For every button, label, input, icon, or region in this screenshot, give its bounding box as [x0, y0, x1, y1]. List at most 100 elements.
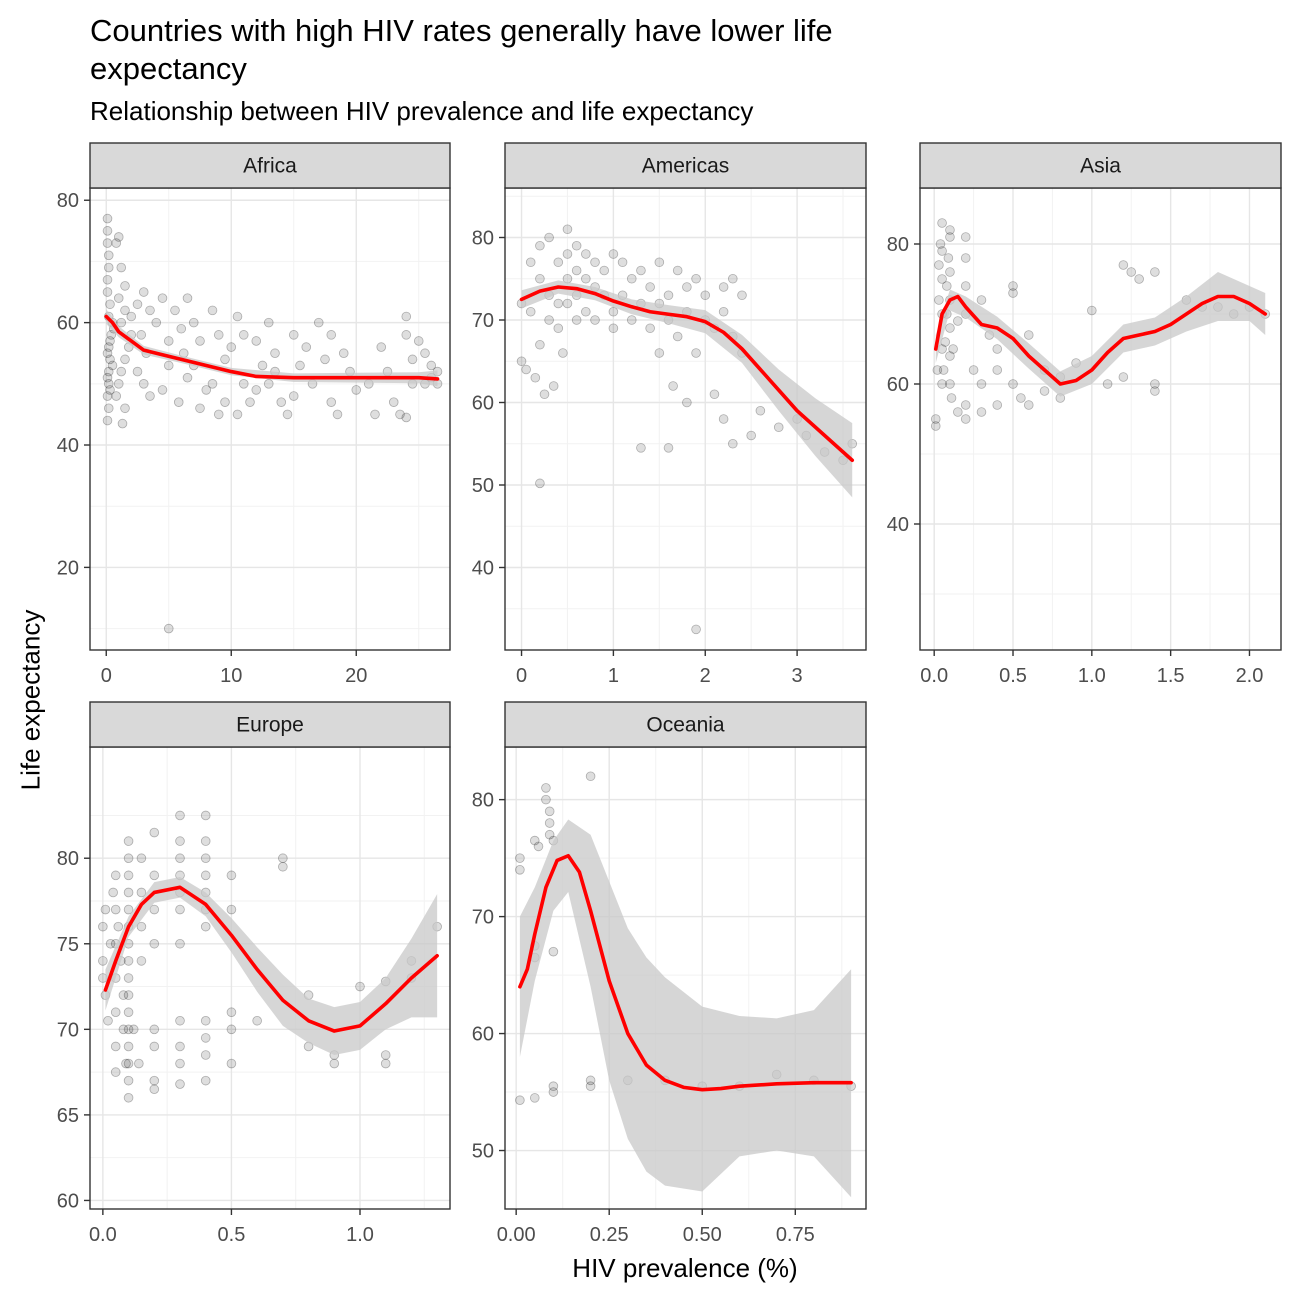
- data-point: [326, 330, 337, 340]
- data-point: [207, 305, 218, 316]
- data-point: [968, 365, 979, 375]
- data-point: [654, 257, 665, 268]
- data-point: [548, 381, 559, 391]
- data-point: [157, 293, 168, 303]
- data-point: [128, 1024, 139, 1035]
- data-point: [1150, 267, 1160, 277]
- data-point: [544, 315, 554, 325]
- smooth-trend-line: [104, 314, 440, 381]
- data-point: [728, 273, 738, 284]
- data-point: [535, 478, 545, 489]
- data-point: [562, 298, 573, 309]
- data-point: [102, 238, 113, 248]
- data-point: [238, 379, 249, 389]
- data-point: [182, 372, 193, 383]
- data-point: [401, 330, 412, 340]
- data-point: [401, 311, 412, 322]
- data-point: [113, 921, 124, 932]
- x-tick-label: 2: [700, 665, 711, 687]
- data-point: [548, 946, 559, 957]
- data-point: [149, 827, 160, 838]
- data-point: [175, 1015, 185, 1026]
- x-tick-label: 2.0: [1236, 665, 1264, 687]
- data-point: [123, 1007, 134, 1018]
- data-point: [105, 336, 115, 346]
- data-point: [953, 316, 963, 326]
- smooth-trend-line: [518, 853, 853, 1092]
- data-point: [116, 262, 127, 273]
- data-point: [175, 1079, 185, 1089]
- data-point: [226, 1058, 237, 1069]
- data-point: [1118, 260, 1129, 270]
- confidence-ribbon: [521, 280, 853, 498]
- data-point: [407, 354, 418, 365]
- data-point: [175, 1041, 185, 1052]
- data-point: [149, 904, 160, 915]
- data-point: [170, 305, 180, 316]
- data-point: [553, 323, 564, 334]
- data-point: [257, 360, 268, 371]
- data-point: [200, 1033, 211, 1043]
- data-point: [263, 379, 274, 389]
- data-point: [188, 317, 199, 328]
- data-point: [599, 265, 610, 276]
- data-point: [126, 311, 137, 322]
- data-point: [935, 239, 946, 249]
- data-point: [1126, 267, 1137, 277]
- facet-panel-oceania: Oceania 0.00 0.25 0.50 0.75 50 60 70 80: [472, 701, 867, 1246]
- x-tick-label: 0.0: [89, 1224, 117, 1246]
- data-point: [544, 806, 555, 817]
- facet-strip-label: Americas: [642, 155, 730, 178]
- x-tick-label: 1.5: [1157, 665, 1185, 687]
- data-point: [200, 1050, 211, 1060]
- data-point: [157, 385, 168, 395]
- data-point: [117, 418, 128, 429]
- data-point: [937, 274, 947, 284]
- data-point: [288, 391, 299, 401]
- y-tick-label: 60: [887, 374, 909, 396]
- x-tick-label: 0: [516, 665, 527, 687]
- data-point: [672, 265, 683, 276]
- data-point: [175, 904, 185, 915]
- data-point: [175, 810, 185, 821]
- data-point: [380, 1058, 391, 1069]
- data-point: [529, 1093, 540, 1103]
- data-point: [102, 213, 113, 224]
- data-point: [201, 385, 212, 395]
- data-point: [149, 938, 160, 949]
- data-point: [111, 391, 122, 401]
- data-point: [525, 306, 536, 317]
- chart-subtitle: Relationship between HIV prevalence and …: [90, 96, 754, 126]
- data-point: [116, 317, 127, 328]
- data-point: [992, 365, 1003, 375]
- data-point: [539, 389, 550, 400]
- data-point: [278, 861, 288, 872]
- y-tick-label: 50: [472, 475, 494, 497]
- data-point: [251, 336, 262, 346]
- data-point: [355, 981, 365, 992]
- data-point: [149, 870, 160, 881]
- data-point: [111, 238, 122, 248]
- facet-panel-africa: Africa 0 10 20 20 40 60 80: [57, 142, 451, 687]
- data-point: [626, 315, 637, 325]
- data-point: [113, 379, 124, 389]
- data-point: [426, 360, 437, 371]
- data-point: [1150, 386, 1160, 396]
- data-point: [200, 921, 211, 932]
- data-point: [123, 990, 134, 1000]
- data-point: [608, 323, 619, 334]
- data-point: [992, 400, 1003, 410]
- facet-strip: [89, 142, 451, 189]
- data-point: [945, 323, 955, 333]
- data-point: [116, 366, 127, 377]
- y-tick-label: 60: [472, 1024, 494, 1046]
- data-point: [120, 305, 130, 316]
- data-point: [118, 990, 129, 1000]
- data-point: [663, 290, 674, 301]
- data-point: [176, 323, 187, 334]
- data-point: [691, 348, 701, 358]
- data-point: [226, 1007, 237, 1018]
- data-point: [590, 257, 600, 268]
- data-point: [200, 853, 211, 864]
- y-tick-label: 70: [472, 310, 494, 332]
